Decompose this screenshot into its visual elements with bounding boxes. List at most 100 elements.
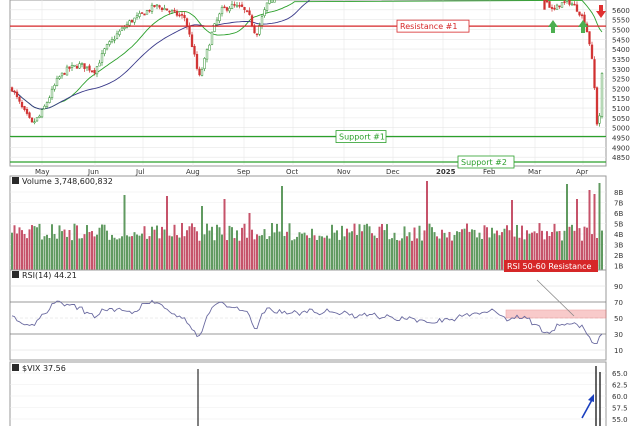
candle-body [108,41,111,45]
candle-body [60,72,64,77]
rsi-resistance-zone [505,309,607,319]
month-label: Dec [386,168,400,176]
volume-bar [343,236,346,270]
volume-bar [488,237,491,270]
volume-bar [81,238,83,270]
candle-body [263,9,266,16]
volume-bar [171,236,173,270]
volume-bar [176,235,178,270]
volume-bar [31,225,33,270]
candle-body [35,117,39,122]
volume-bar [358,224,361,270]
support-2-label-box [457,155,515,169]
volume-bar [511,200,513,270]
volume-bar [253,239,256,270]
volume-bar [41,239,43,270]
volume-bar [461,229,463,270]
volume-bar [281,186,283,270]
candle-body [198,68,201,76]
volume-bar [501,232,503,270]
volume-bar [298,232,301,270]
volume-bar [201,206,203,270]
volume-bar [301,233,303,270]
candle-body [593,59,596,89]
volume-bar [586,227,588,270]
volume-bar [431,227,433,270]
volume-bar [291,240,293,270]
red-down-arrow-icon [596,5,606,18]
volume-bar [556,231,558,270]
volume-bar [36,227,38,270]
volume-bar [368,226,371,270]
volume-bar [153,229,156,270]
candle-body [88,65,91,71]
volume-bar [323,237,326,270]
volume-bar [391,238,393,270]
volume-bar [128,236,131,270]
candle-body [205,49,209,60]
month-label: May [35,168,49,176]
volume-bar [193,227,196,270]
volume-bar [178,237,181,270]
candle-body [133,17,136,23]
candle-body [240,4,244,7]
volume-bar [166,196,168,270]
volume-bar [71,240,73,270]
volume-bar [308,237,311,270]
volume-bar [451,240,453,270]
candle-body [110,39,114,43]
volume-bar [123,195,126,270]
volume-bar [446,237,448,270]
price-tick-label: 5200 [612,85,630,93]
rsi-legend-swatch [12,271,19,278]
candle-body [10,87,14,92]
candle-body [15,91,19,98]
volume-bar [441,229,443,270]
candle-body [138,13,141,17]
volume-bar [26,238,28,270]
x-axis-months: May Jun Jul Aug Sep Oct Nov Dec 2025 Feb Mar Apr [35,168,588,176]
candle-body [168,10,171,13]
volume-bar [213,240,216,270]
candle-body [153,5,156,8]
candle-body [113,39,116,41]
volume-bar [148,236,151,270]
rsi-label: RSI(14) 44.21 [22,271,77,280]
volume-bar [331,224,333,270]
volume-bar [161,226,163,270]
price-tick-label: 5600 [612,7,630,15]
volume-bar [408,232,411,270]
volume-bar [58,225,61,270]
candle-body [598,115,601,124]
candle-body [160,7,164,11]
volume-bar [348,232,351,270]
candle-body [238,5,241,7]
volume-bar [288,223,291,270]
volume-bar [266,239,268,270]
volume-bar [393,232,396,270]
volume-bar [311,228,313,270]
candle-body [188,25,191,35]
candle-body [130,20,134,23]
rsi-tick-label: 70 [614,299,623,307]
volume-bar [93,236,96,270]
volume-bar [388,239,391,270]
volume-bar [76,225,78,270]
month-label: Oct [286,168,298,176]
vix-panel: 65.0 62.5 60.0 57.5 55.0 $VIX 37.56 [9,361,628,429]
volume-tick-label: 2B [614,252,623,260]
volume-bar [558,230,561,270]
volume-bar [316,239,318,270]
volume-bar [236,230,238,270]
volume-bar [521,225,523,270]
volume-bar [411,240,413,270]
volume-bar [118,238,121,270]
candle-body [55,78,59,86]
candle-body [70,65,74,68]
price-tick-label: 5450 [612,36,630,44]
volume-bar [28,229,31,270]
volume-bar [366,223,368,270]
candle-body [585,23,589,33]
candle-body [565,0,569,2]
